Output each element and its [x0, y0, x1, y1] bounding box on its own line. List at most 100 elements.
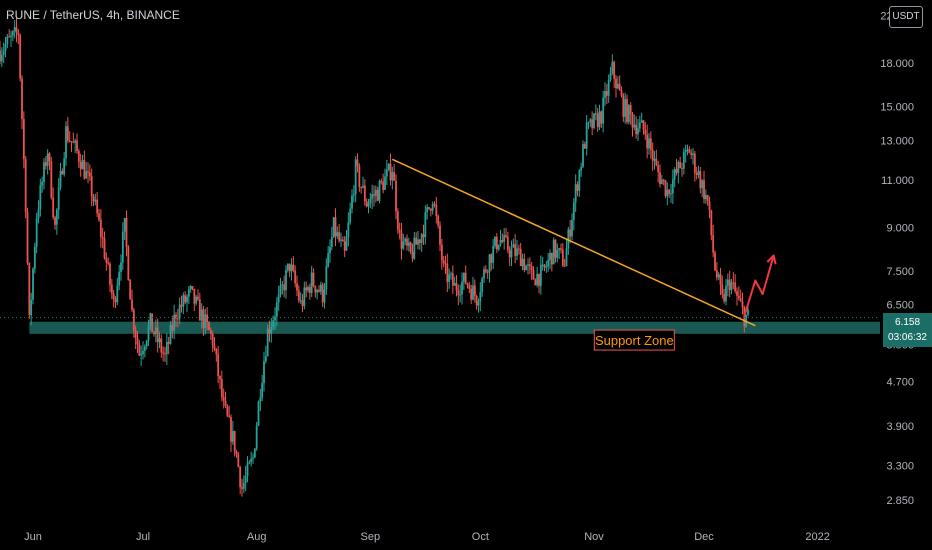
- candle-body: [571, 219, 573, 237]
- candle-body: [715, 270, 718, 278]
- x-tick-label: Oct: [472, 531, 489, 543]
- candle-body: [699, 171, 702, 189]
- candle-body: [257, 401, 260, 426]
- candle-body: [224, 400, 227, 406]
- candle-body: [517, 248, 520, 250]
- candle-body: [268, 328, 271, 334]
- candle-body: [241, 487, 243, 489]
- currency-badge[interactable]: USDT: [889, 6, 923, 28]
- y-tick-label: 7.500: [886, 266, 914, 278]
- candle-body: [398, 229, 401, 233]
- candle-body: [231, 430, 234, 442]
- candle-body: [455, 283, 458, 291]
- candle-body: [472, 285, 474, 300]
- candle-body: [479, 292, 482, 302]
- candle-body: [712, 235, 715, 253]
- candle-body: [646, 134, 649, 149]
- candle-body: [558, 248, 561, 250]
- candle-body: [717, 274, 720, 278]
- candle-body: [44, 162, 47, 166]
- candle-body: [26, 212, 29, 263]
- support-zone-label[interactable]: Support Zone: [593, 329, 675, 351]
- candle-body: [242, 482, 245, 489]
- candle-body: [272, 320, 275, 327]
- candle-body: [591, 119, 594, 129]
- candle-body: [11, 31, 14, 36]
- candle-body: [475, 295, 478, 306]
- candle-body: [178, 304, 181, 319]
- candle-body: [618, 83, 621, 91]
- candle-body: [677, 161, 680, 173]
- candle-body: [512, 244, 515, 248]
- candle-body: [593, 113, 595, 129]
- y-tick-label: 13.000: [880, 135, 914, 147]
- candle-body: [338, 232, 341, 241]
- candle-body: [213, 345, 216, 349]
- candle-body: [362, 185, 364, 188]
- candle-body: [321, 284, 324, 303]
- candle-body: [173, 314, 176, 331]
- y-tick-label: 18.000: [880, 58, 914, 70]
- bullish-arrow-path[interactable]: [743, 255, 775, 317]
- candle-body: [211, 333, 214, 346]
- candle-body: [527, 264, 529, 266]
- candle-body: [35, 218, 38, 247]
- time-axis[interactable]: Jun Jul Aug Sep Oct Nov Dec 2022: [24, 531, 830, 543]
- candle-body: [701, 180, 704, 189]
- candle-body: [426, 207, 429, 213]
- candle-body: [583, 144, 586, 149]
- candle-body: [246, 463, 249, 476]
- candle-body: [648, 138, 650, 149]
- candle-body: [708, 201, 711, 211]
- candle-body: [285, 270, 287, 291]
- candle-body: [396, 211, 399, 230]
- x-tick-label: Sep: [361, 531, 381, 543]
- candle-body: [442, 260, 445, 264]
- candle-body: [76, 140, 78, 151]
- candle-body: [307, 287, 309, 291]
- candle-body: [22, 119, 25, 159]
- candle-body: [354, 159, 357, 195]
- candle-body: [428, 207, 430, 209]
- candle-body: [228, 415, 231, 418]
- candle-body: [193, 288, 196, 304]
- candle-body: [730, 282, 733, 290]
- candle-body: [147, 325, 150, 341]
- descending-trendline[interactable]: [392, 158, 756, 327]
- candle-body: [103, 238, 106, 259]
- candle-body: [649, 138, 652, 150]
- candle-body: [481, 278, 484, 293]
- candle-body: [620, 90, 623, 96]
- candle-body: [534, 279, 537, 286]
- candle-body: [252, 457, 254, 459]
- symbol-title[interactable]: RUNE / TetherUS, 4h, BINANCE: [6, 8, 180, 22]
- candle-body: [274, 316, 276, 321]
- candle-body: [332, 217, 335, 237]
- price-axis[interactable]: 2.8503.3003.9004.7005.5006.5007.5009.000…: [880, 11, 914, 508]
- candle-body: [626, 99, 628, 123]
- candle-body: [389, 163, 392, 181]
- candle-body: [151, 313, 154, 332]
- candle-body: [594, 113, 597, 115]
- candle-body: [21, 78, 23, 120]
- candle-body: [433, 203, 436, 205]
- x-tick-label: Jun: [24, 531, 42, 543]
- candle-body: [697, 171, 700, 175]
- candle-body: [125, 217, 128, 247]
- candle-body: [312, 272, 315, 287]
- candle-body: [486, 271, 489, 273]
- candle-body: [600, 111, 603, 124]
- candle-body: [154, 327, 157, 335]
- candle-body: [369, 198, 372, 204]
- candle-body: [88, 172, 91, 177]
- candle-body: [329, 247, 331, 254]
- candle-body: [277, 294, 280, 303]
- candle-body: [690, 152, 693, 155]
- y-tick-label: 3.900: [886, 421, 914, 433]
- candle-body: [395, 180, 397, 212]
- candle-body: [494, 236, 496, 247]
- candle-body: [670, 193, 672, 195]
- candle-body: [664, 180, 667, 197]
